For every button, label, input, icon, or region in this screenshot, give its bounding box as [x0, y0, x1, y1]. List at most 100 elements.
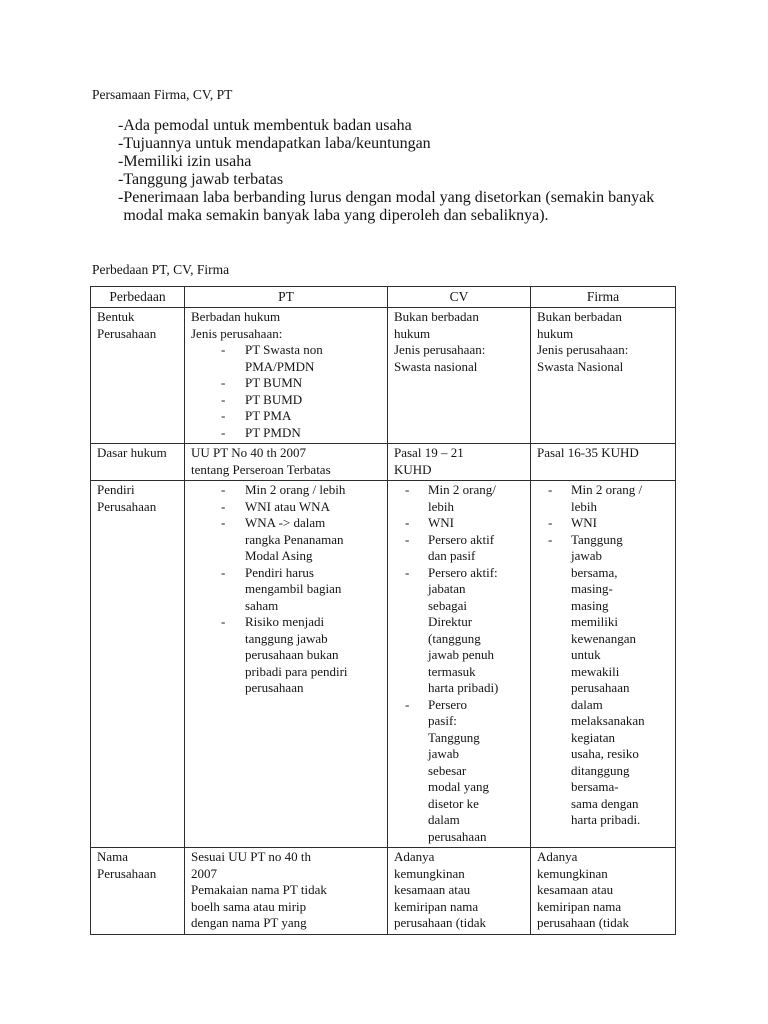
cell-list-item: - PT PMDN — [191, 425, 384, 442]
bullet-dash: - — [221, 515, 226, 530]
table-row: Dasar hukum UU PT No 40 th 2007 tentang P… — [90, 443, 676, 481]
cell-list-item-text: WNI atau WNA — [245, 498, 330, 514]
bullet-dash: - — [221, 375, 226, 390]
table-row: Nama Perusahaan Sesuai UU PT no 40 th 200… — [90, 847, 676, 935]
bullet-dash: - — [221, 498, 226, 514]
col-header-firma: Firma — [530, 286, 676, 308]
cell-list-item-text: PT PMDN — [245, 424, 301, 440]
cell-list-item-text: Tanggung jawab bersama, masing- masing m… — [571, 531, 645, 828]
cell-list-item: - Persero aktif: jabatan sebagai Direktur… — [394, 565, 527, 697]
cell-list-item: - Pendiri harus mengambil bagian saham — [191, 565, 384, 615]
bullet-dash: - — [405, 531, 410, 547]
pt-cell: Sesuai UU PT no 40 th 2007 Pemakaian nam… — [184, 847, 388, 935]
cell-list-item: - Persero aktif dan pasif — [394, 532, 527, 565]
similarity-item: - Memiliki izin usaha — [118, 153, 678, 171]
bullet-dash: - — [118, 171, 124, 188]
table-row: Pendiri Perusahaan - Min 2 orang / lebih - W… — [90, 480, 676, 848]
table-row: Bentuk Perusahaan Berbadan hukum Jenis per… — [90, 307, 676, 444]
cell-list-item: - Min 2 orang / lebih — [191, 482, 384, 499]
firma-cell: Adanya kemungkinan kesamaan atau kemirip… — [530, 847, 676, 935]
col-header-cv: CV — [387, 286, 531, 308]
cell-list-item: - WNA -> dalam rangka Penanaman Modal Asi… — [191, 515, 384, 565]
bullet-dash: - — [118, 189, 124, 206]
cell-list-item-text: Persero aktif dan pasif — [428, 531, 495, 564]
cv-cell: Bukan berbadan hukum Jenis perusahaan: Sw… — [387, 307, 531, 444]
cell-paragraph: Jenis perusahaan: — [191, 325, 283, 341]
cell-paragraph: Berbadan hukum — [191, 309, 281, 324]
cell-paragraph: Adanya kemungkinan kesamaan atau kemirip… — [537, 849, 630, 930]
bullet-dash: - — [118, 117, 124, 134]
col-header-pt: PT — [184, 286, 388, 308]
cell-list-item-text: Risiko menjadi tanggung jawab perusahaan… — [245, 614, 348, 695]
bullet-dash: - — [405, 482, 410, 497]
cell-list-item-text: PT Swasta non PMA/PMDN — [245, 342, 323, 374]
bullet-dash: - — [221, 424, 226, 440]
cell-list-item: - WNI atau WNA — [191, 499, 384, 516]
comparison-table: Perbedaan PT CV Firma Bentuk Perusahaan B… — [90, 286, 676, 935]
cell-list-item: - Tanggung jawab bersama, masing- masing … — [537, 532, 672, 829]
cell-list-item-text: Persero aktif: jabatan sebagai Direktur … — [428, 564, 499, 696]
similarity-item-text: Tujuannya untuk mendapatkan laba/keuntun… — [123, 135, 431, 152]
cv-cell: Pasal 19 – 21 KUHD — [387, 443, 531, 481]
bullet-dash: - — [548, 531, 553, 547]
bullet-dash: - — [548, 515, 553, 530]
similarity-item: - Ada pemodal untuk membentuk badan usaha — [118, 117, 678, 135]
firma-cell: - Min 2 orang / lebih - WNI - Tanggung jawab … — [530, 480, 676, 848]
cell-list-item: - WNI — [537, 515, 672, 532]
cell-list-item-text: WNI — [571, 515, 597, 530]
section-title-perbedaan: Perbedaan PT, CV, Firma — [92, 262, 230, 277]
cell-paragraph: Pasal 19 – 21 KUHD — [394, 445, 464, 477]
cell-list-item: - PT Swasta non PMA/PMDN — [191, 342, 384, 375]
cell-paragraph: Sesuai UU PT no 40 th 2007 Pemakaian nam… — [191, 849, 327, 930]
bullet-dash: - — [405, 696, 410, 712]
cell-list-item: - PT BUMD — [191, 392, 384, 409]
row-label-cell: Bentuk Perusahaan — [90, 307, 185, 444]
bullet-dash: - — [548, 482, 553, 497]
cell-list-item-text: Min 2 orang / lebih — [571, 482, 643, 514]
cell-paragraph: Adanya kemungkinan kesamaan atau kemirip… — [394, 849, 487, 930]
similarity-item-text: Memiliki izin usaha — [123, 153, 252, 170]
cell-list-item: - Persero pasif: Tanggung jawab sebesar m… — [394, 697, 527, 846]
cell-list-item: - Risiko menjadi tanggung jawab perusahaa… — [191, 614, 384, 697]
cell-list-item: - WNI — [394, 515, 527, 532]
pt-cell: - Min 2 orang / lebih - WNI atau WNA - WNA ->… — [184, 480, 388, 848]
bullet-dash: - — [221, 391, 226, 407]
cell-list-item-text: WNI — [428, 515, 454, 530]
bullet-dash: - — [118, 135, 124, 152]
bullet-dash: - — [118, 153, 124, 170]
cell-list-item-text: Pendiri harus mengambil bagian saham — [245, 564, 342, 613]
bullet-dash: - — [221, 614, 226, 629]
cell-paragraph: Bukan berbadan hukum — [394, 309, 479, 341]
cell-list-item-text: PT BUMN — [245, 375, 303, 390]
cell-paragraph: Jenis perusahaan: Swasta nasional — [394, 342, 486, 374]
bullet-dash: - — [221, 482, 226, 497]
similarity-item-text: Penerimaan laba berbanding lurus dengan … — [123, 189, 655, 224]
row-label-cell: Nama Perusahaan — [90, 847, 185, 935]
cell-list-item-text: PT BUMD — [245, 391, 303, 407]
bullet-dash: - — [221, 342, 226, 357]
document-content: Persamaan Firma, CV, PT - Ada pemodal unt… — [90, 87, 678, 935]
cell-paragraph: Jenis perusahaan: Swasta Nasional — [537, 342, 629, 374]
similarities-list: - Ada pemodal untuk membentuk badan usaha… — [118, 117, 678, 225]
cell-list-item: - PT PMA — [191, 408, 384, 425]
row-label-cell: Pendiri Perusahaan — [90, 480, 185, 848]
cell-paragraph: UU PT No 40 th 2007 tentang Perseroan Te… — [191, 445, 331, 477]
cell-paragraph: Bukan berbadan hukum — [537, 309, 622, 341]
similarity-item: - Tujuannya untuk mendapatkan laba/keuntu… — [118, 135, 678, 153]
bullet-dash: - — [405, 515, 410, 530]
similarity-item-text: Tanggung jawab terbatas — [123, 171, 284, 188]
cell-list-item-text: Min 2 orang/ lebih — [428, 482, 496, 514]
section-title-persamaan: Persamaan Firma, CV, PT — [92, 87, 233, 102]
similarity-item-text: Ada pemodal untuk membentuk badan usaha — [123, 117, 412, 134]
bullet-dash: - — [221, 564, 226, 580]
cell-list-item: - Min 2 orang/ lebih — [394, 482, 527, 515]
pt-cell: Berbadan hukum Jenis perusahaan: - PT Swast… — [184, 307, 388, 444]
cell-list-item-text: PT PMA — [245, 408, 292, 423]
cell-list-item-text: WNA -> dalam rangka Penanaman Modal Asin… — [245, 515, 344, 563]
cell-list-item-text: Persero pasif: Tanggung jawab sebesar mo… — [428, 696, 490, 844]
cell-list-item: - Min 2 orang / lebih — [537, 482, 672, 515]
cell-paragraph: Pasal 16-35 KUHD — [537, 445, 639, 460]
cell-list-item-text: Min 2 orang / lebih — [245, 482, 346, 497]
cv-cell: - Min 2 orang/ lebih - WNI - Persero aktif da… — [387, 480, 531, 848]
